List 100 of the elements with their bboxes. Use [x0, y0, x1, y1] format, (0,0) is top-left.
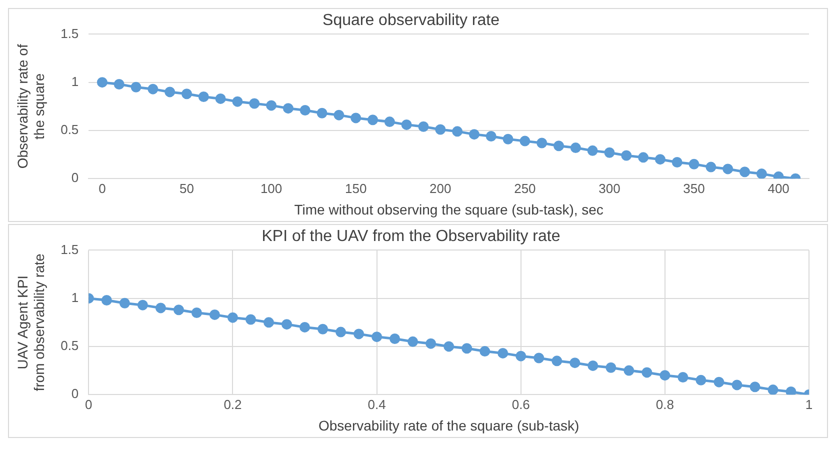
x-axis-title: Observability rate of the square (sub-task)	[318, 417, 580, 434]
point	[480, 346, 490, 357]
point	[516, 350, 526, 362]
x-tick-label: 0	[85, 396, 92, 412]
point	[756, 168, 767, 179]
point	[408, 336, 418, 347]
y-tick-label: 0	[71, 386, 79, 402]
point	[520, 136, 530, 146]
point	[462, 343, 472, 354]
point	[706, 162, 716, 172]
point	[266, 100, 277, 111]
y-tick-label: 1	[71, 290, 79, 305]
x-tick-label: 150	[344, 180, 367, 196]
point	[678, 372, 688, 383]
x-tick-label: 250	[514, 180, 536, 196]
point	[638, 152, 649, 163]
point	[536, 138, 548, 148]
chart-title: Square observability rate	[322, 12, 500, 30]
point	[604, 147, 615, 158]
point	[739, 166, 750, 178]
point	[553, 140, 564, 152]
point	[660, 370, 670, 381]
point	[714, 376, 724, 388]
point	[137, 300, 148, 310]
point	[606, 362, 616, 373]
point	[215, 93, 226, 104]
x-tick-label: 0.8	[656, 396, 674, 412]
x-tick-label: 200	[430, 180, 452, 196]
point	[672, 156, 682, 168]
x-tick-label: 0.6	[512, 396, 530, 412]
point	[401, 119, 412, 130]
point	[435, 124, 446, 135]
point	[642, 367, 652, 378]
point	[264, 317, 274, 328]
point	[101, 295, 112, 306]
point	[502, 134, 514, 144]
point	[191, 308, 202, 318]
x-tick-label: 400	[768, 180, 790, 196]
point	[418, 121, 429, 132]
x-tick-label: 1	[805, 396, 813, 412]
point	[486, 130, 496, 142]
point	[452, 126, 463, 137]
point	[354, 328, 364, 340]
x-tick-label: 0.4	[368, 396, 386, 412]
point	[336, 326, 346, 338]
point	[768, 384, 778, 395]
point	[249, 98, 260, 109]
point	[282, 319, 292, 330]
point	[624, 365, 634, 376]
point	[245, 314, 256, 325]
point	[786, 386, 796, 395]
point	[130, 82, 142, 92]
point	[587, 145, 598, 156]
point	[750, 382, 760, 392]
y-tick-label: 1.5	[60, 242, 79, 257]
point	[350, 112, 362, 124]
point	[570, 142, 581, 154]
x-tick-label: 0.2	[224, 396, 242, 412]
point	[114, 79, 124, 90]
x-tick-label: 100	[260, 180, 282, 196]
point	[300, 322, 310, 332]
point	[621, 150, 632, 161]
y-tick-label: 1	[71, 74, 79, 89]
x-tick-label: 300	[598, 180, 620, 196]
point	[390, 334, 400, 344]
point	[232, 96, 243, 107]
point	[96, 77, 108, 88]
point	[209, 309, 220, 320]
point	[696, 374, 706, 386]
point	[534, 352, 544, 364]
point	[173, 304, 184, 316]
x-axis-title: Time without observing the square (sub-task), sec	[294, 201, 604, 218]
point	[181, 88, 192, 100]
x-tick-label: 0	[98, 180, 106, 196]
point	[498, 348, 508, 358]
point	[316, 108, 328, 118]
y-tick-label: 0.5	[60, 338, 79, 354]
point	[384, 116, 395, 128]
point	[688, 158, 700, 170]
y-tick-label: 0	[71, 170, 79, 186]
y-tick-label: 0.5	[60, 122, 79, 138]
point	[372, 332, 382, 342]
point	[722, 164, 734, 174]
point	[552, 356, 562, 366]
point	[282, 103, 294, 114]
y-tick-label: 1.5	[60, 26, 79, 41]
point	[367, 114, 378, 126]
point	[444, 341, 454, 352]
point	[588, 360, 598, 371]
x-tick-label: 50	[180, 180, 194, 196]
point	[164, 86, 176, 98]
point	[732, 380, 742, 390]
point	[426, 338, 436, 349]
x-tick-label: 350	[683, 180, 705, 196]
point	[300, 105, 310, 116]
point	[198, 92, 209, 102]
point	[227, 312, 238, 323]
point	[318, 324, 328, 334]
y-axis-title: Observability rate of the square	[14, 44, 48, 169]
point	[155, 302, 166, 314]
